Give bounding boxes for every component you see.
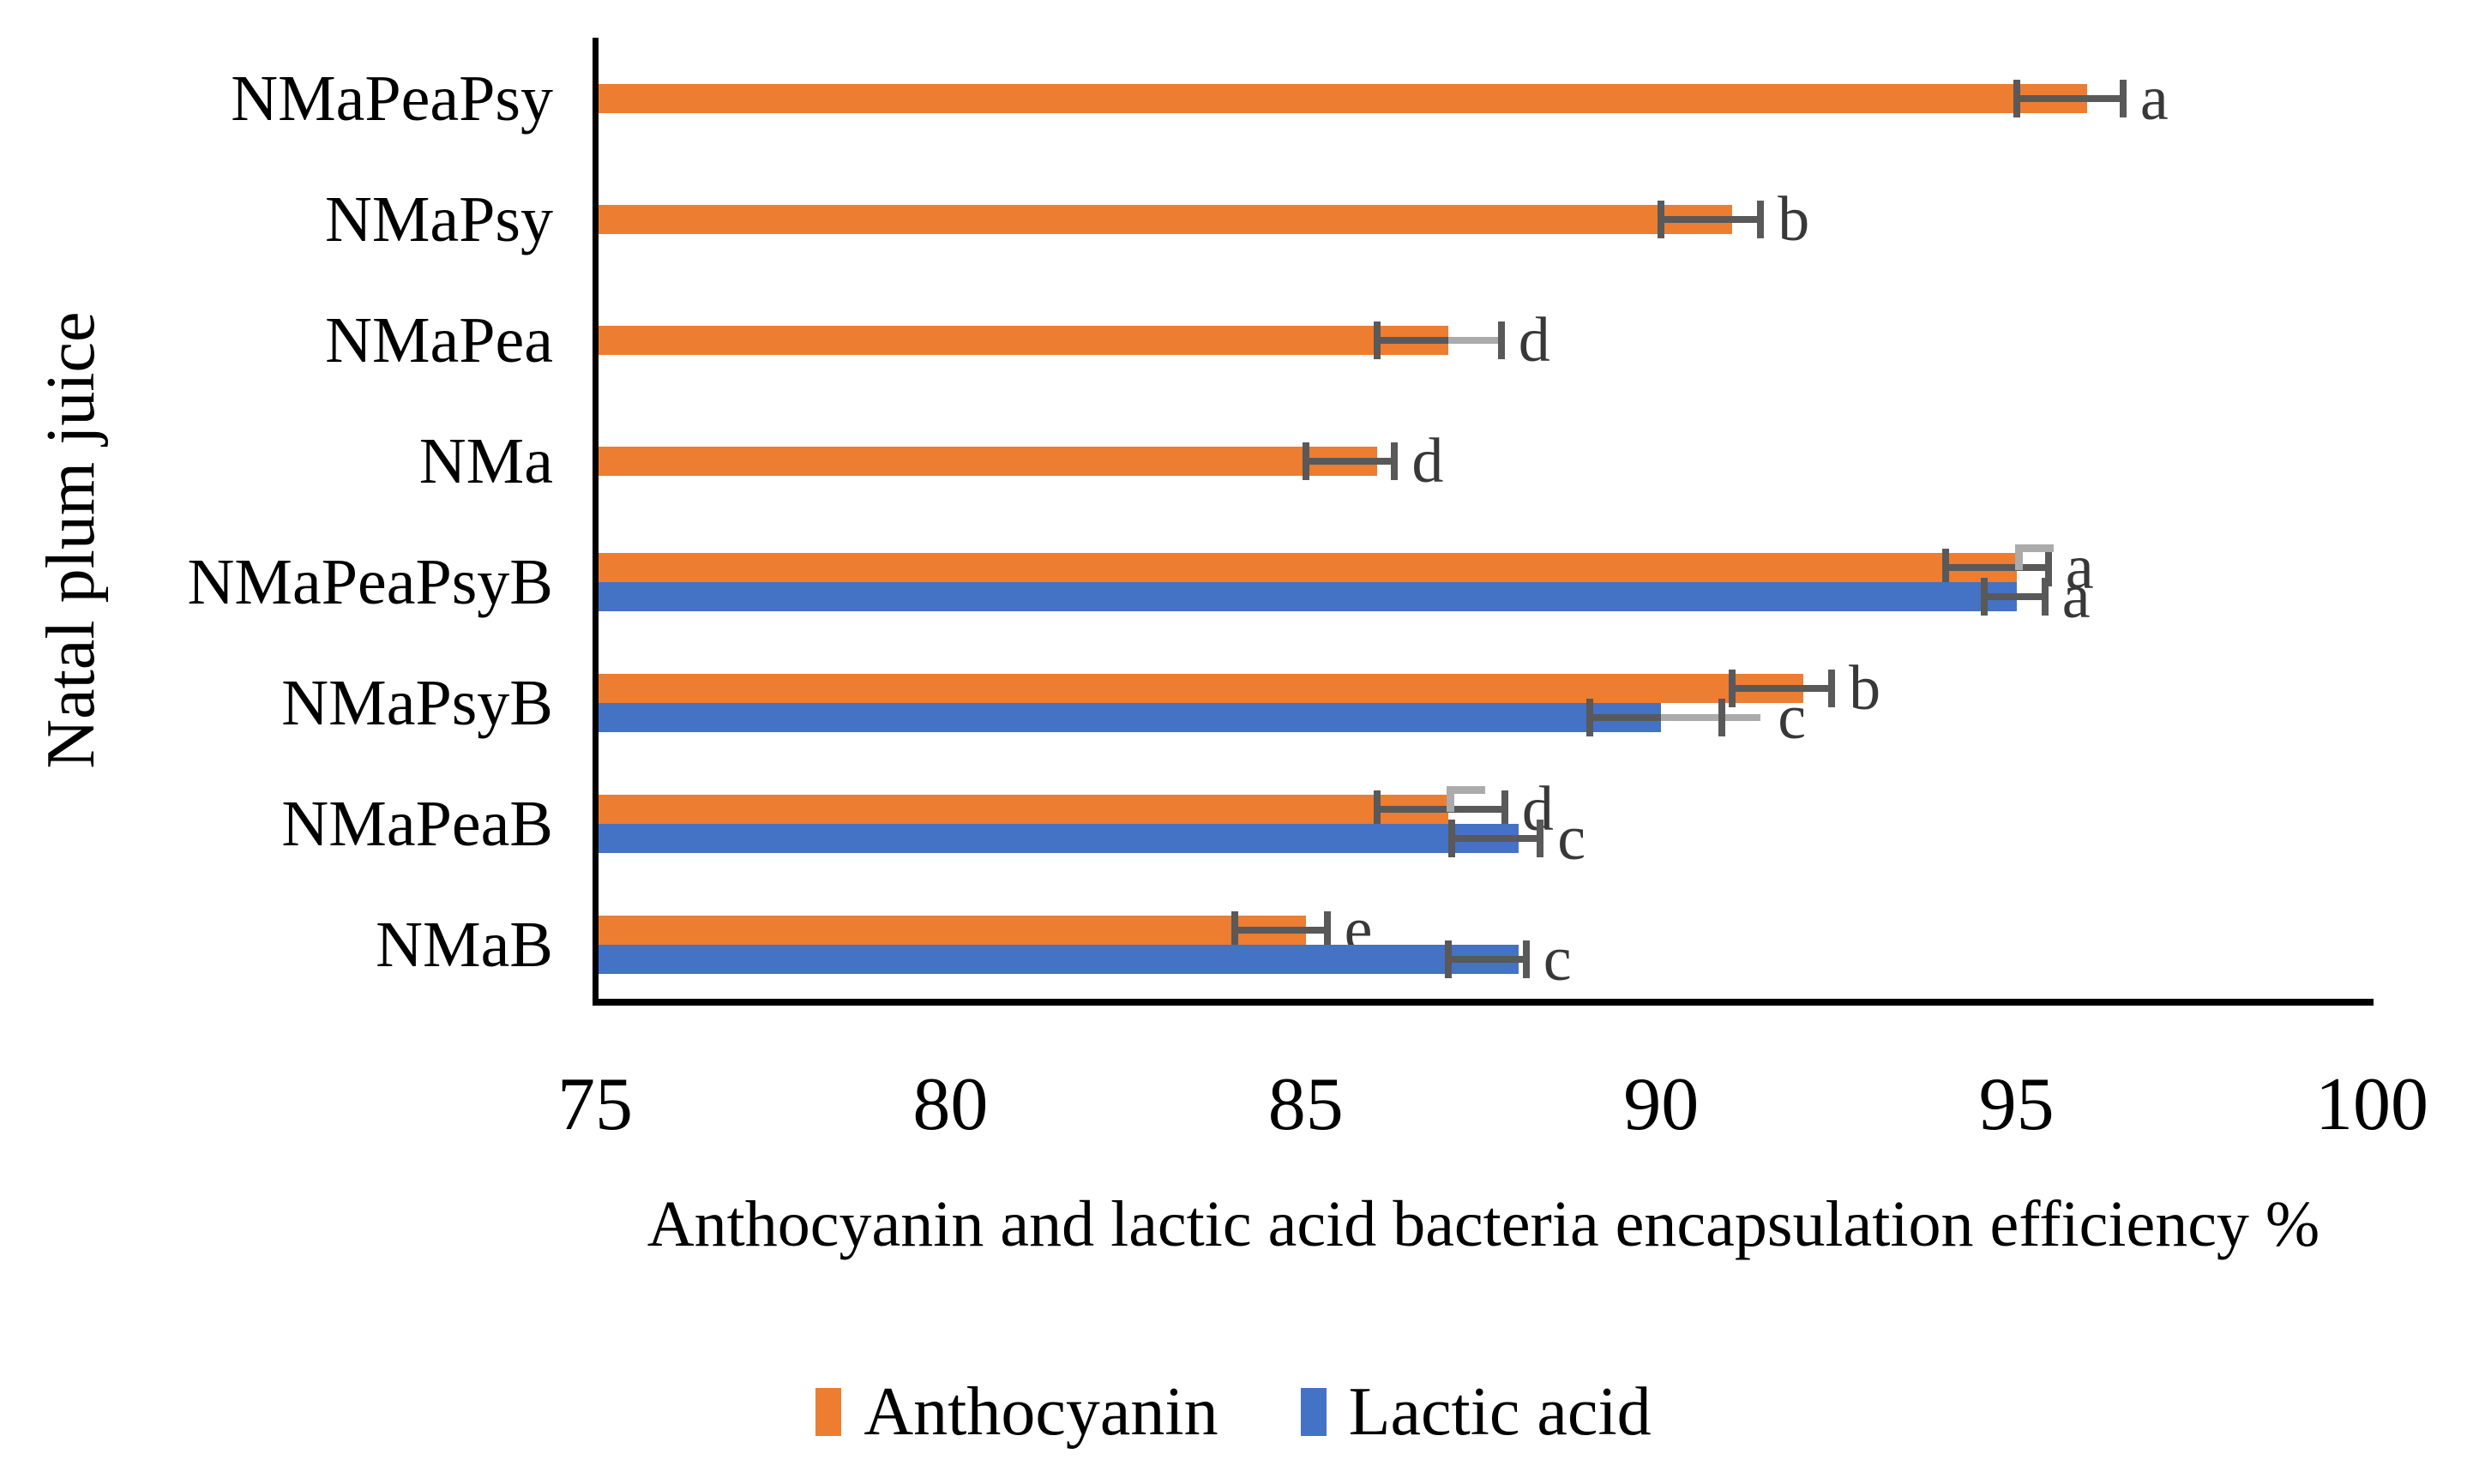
error-bar-cap [1522,940,1530,978]
error-bar [1447,955,1526,963]
stat-letter-anthocyanin-NMaPea: d [1518,304,1550,376]
error-bar-extension [1447,336,1498,344]
error-bar [1945,563,2049,571]
bar-lactic-NMaPeaB [599,823,1519,853]
error-bar-cap [1373,321,1381,359]
bar-lactic-NMaB [599,944,1519,974]
bar-anthocyanin-NMaPsy [599,204,1733,234]
category-label-NMaPeaPsyB: NMaPeaPsyB [187,545,553,618]
stat-letter-anthocyanin-NMaPeaPsyB: a [2065,532,2094,603]
error-bar-cap [1729,669,1736,707]
x-tick-85: 85 [1267,1063,1344,1146]
error-bar [1661,215,1761,223]
error-bar [1451,834,1541,842]
error-bar-cap [1323,910,1331,949]
category-label-NMaPea: NMaPea [325,303,553,376]
error-bar-cap [2013,79,2020,117]
gray-hook-horizontal [1446,785,1485,794]
bar-anthocyanin-NMaPeaPsy [599,83,2088,113]
stat-letter-lactic-NMaB: c [1543,923,1572,994]
stat-letter-lactic-NMaPsyB: c [1778,682,1807,753]
error-bar-cap [1586,698,1594,736]
error-bar-cap [2119,79,2127,117]
gray-hook-stub [2014,544,2023,570]
x-tick-95: 95 [1978,1063,2055,1146]
error-bar-cap [1537,819,1544,857]
error-bar [2016,94,2123,102]
legend-label: Anthocyanin [863,1373,1218,1450]
legend-item-anthocyanin: Anthocyanin [815,1373,1218,1451]
bar-lactic-NMaPsyB [599,702,1662,732]
error-bar-cap [1444,940,1452,978]
legend-swatch-icon [1300,1388,1327,1436]
bar-anthocyanin-NMaPeaPsyB [599,552,2017,582]
bar-lactic-NMaPeaPsyB [599,581,2017,611]
x-tick-80: 80 [912,1063,989,1146]
bar-anthocyanin-NMa [599,446,1377,476]
bar-anthocyanin-NMaB [599,915,1306,945]
category-label-NMaPsyB: NMaPsyB [281,666,553,739]
y-axis-line [593,38,599,1005]
x-tick-75: 75 [557,1063,633,1146]
error-bar-cap [2044,548,2052,586]
category-label-NMaPeaPsy: NMaPeaPsy [231,62,553,135]
error-bar-cap [1981,577,1989,616]
error-bar-cap [1497,321,1505,359]
error-bar [1590,713,1662,721]
stat-letter-anthocyanin-NMaPsyB: b [1849,652,1881,724]
error-bar-cap [1757,200,1765,238]
stat-letter-lactic-NMaPeaB: c [1557,802,1586,874]
error-bar-cap [1447,819,1455,857]
category-label-NMa: NMa [418,424,553,497]
error-bar [1984,592,2045,600]
error-bar-cap [1302,442,1309,480]
category-label-NMaPsy: NMaPsy [324,183,553,255]
gray-hook-horizontal [2014,544,2054,552]
error-bar-cap [1828,669,1836,707]
stat-letter-anthocyanin-NMaPeaPsy: a [2139,63,2169,134]
stat-letter-anthocyanin-NMaPsy: b [1778,183,1810,255]
error-bar-cap [1718,698,1725,736]
category-label-NMaPeaB: NMaPeaB [281,787,553,860]
error-bar [1376,336,1448,344]
x-axis-title: Anthocyanin and lactic acid bacteria enc… [647,1188,2320,1260]
bar-anthocyanin-NMaPsyB [599,673,1803,703]
stat-letter-lactic-NMaPeaPsyB: a [2061,561,2091,632]
error-bar-cap [1941,548,1949,586]
error-bar-cap [2041,577,2049,616]
error-bar [1305,457,1395,465]
error-bar [1732,684,1832,692]
error-bar-cap [1373,790,1381,828]
gray-hook-stub [1446,785,1454,812]
x-axis-line [593,999,2374,1006]
legend: Anthocyanin Lactic acid [0,1373,2467,1451]
x-tick-100: 100 [2315,1063,2428,1146]
bar-anthocyanin-NMaPeaB [599,794,1448,824]
legend-label: Lactic acid [1348,1373,1652,1450]
x-tick-90: 90 [1623,1063,1700,1146]
error-bar [1234,926,1327,934]
stat-letter-anthocyanin-NMa: d [1411,425,1444,496]
error-bar-cap [1501,790,1508,828]
error-bar-cap [1658,200,1665,238]
bar-anthocyanin-NMaPea [599,325,1448,355]
error-bar-cap [1230,910,1238,949]
legend-item-lactic-acid: Lactic acid [1300,1373,1652,1451]
error-bar-extension [1661,713,1761,721]
category-label-NMaB: NMaB [376,908,553,981]
legend-swatch-icon [815,1388,842,1436]
error-bar-cap [1391,442,1399,480]
error-bar [1376,805,1505,813]
